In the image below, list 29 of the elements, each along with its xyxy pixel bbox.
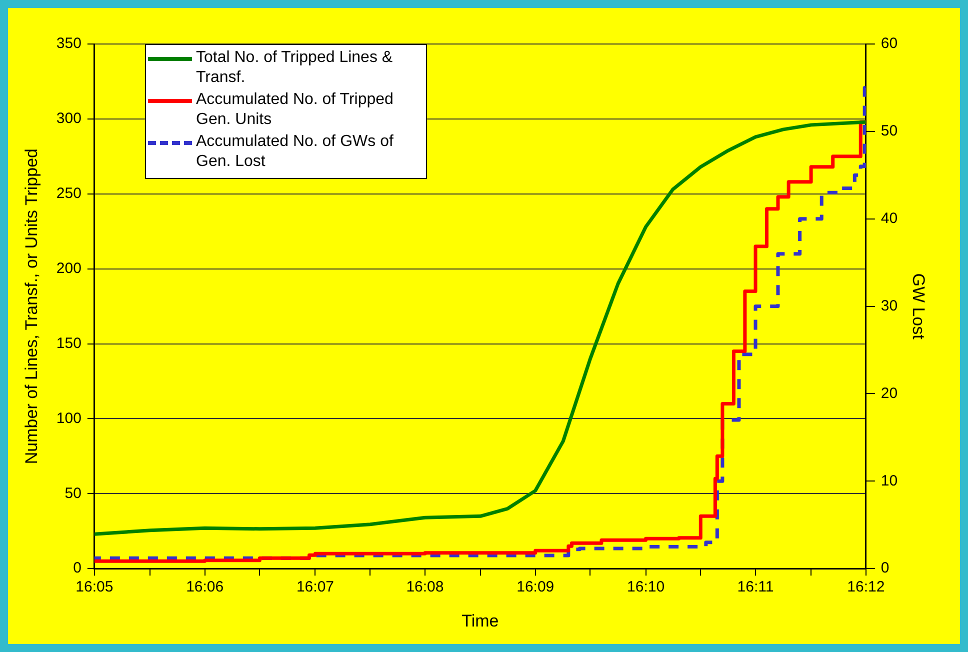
- x-tick-label: 16:05: [76, 578, 114, 596]
- y2-tick-label: 30: [880, 297, 898, 314]
- y2-tick-label: 20: [880, 384, 898, 402]
- y-axis-title: Number of Lines, Transf., or Units Tripped: [22, 148, 41, 464]
- y-tick-label: 200: [56, 260, 82, 277]
- legend-label: Total No. of Tripped Lines & Transf.: [196, 48, 394, 88]
- y-tick-label: 150: [56, 334, 82, 352]
- x-tick-label: 16:07: [296, 578, 334, 596]
- y2-axis-title: GW Lost: [909, 273, 928, 340]
- legend-label: Accumulated No. of Tripped Gen. Units: [196, 90, 394, 130]
- y2-tick-label: 10: [880, 472, 898, 490]
- x-tick-label: 16:10: [627, 578, 665, 596]
- legend-label: Accumulated No. of GWs of Gen. Lost: [196, 132, 394, 172]
- y2-tick-label: 0: [880, 560, 890, 577]
- y-tick-label: 250: [56, 185, 82, 202]
- x-tick-label: 16:09: [516, 578, 554, 596]
- x-tick-label: 16:12: [847, 578, 885, 596]
- x-tick-label: 16:11: [737, 578, 774, 596]
- y-tick-label: 300: [56, 110, 82, 128]
- y2-tick-label: 60: [880, 35, 898, 52]
- y-tick-label: 100: [56, 410, 82, 427]
- y2-tick-label: 50: [880, 122, 898, 140]
- y-tick-label: 0: [73, 560, 82, 577]
- y2-tick-label: 40: [880, 210, 898, 228]
- x-tick-label: 16:08: [406, 578, 444, 596]
- y-tick-label: 350: [56, 35, 82, 52]
- x-axis-title: Time: [462, 611, 499, 630]
- x-tick-label: 16:06: [186, 578, 224, 596]
- y-tick-label: 50: [64, 484, 82, 502]
